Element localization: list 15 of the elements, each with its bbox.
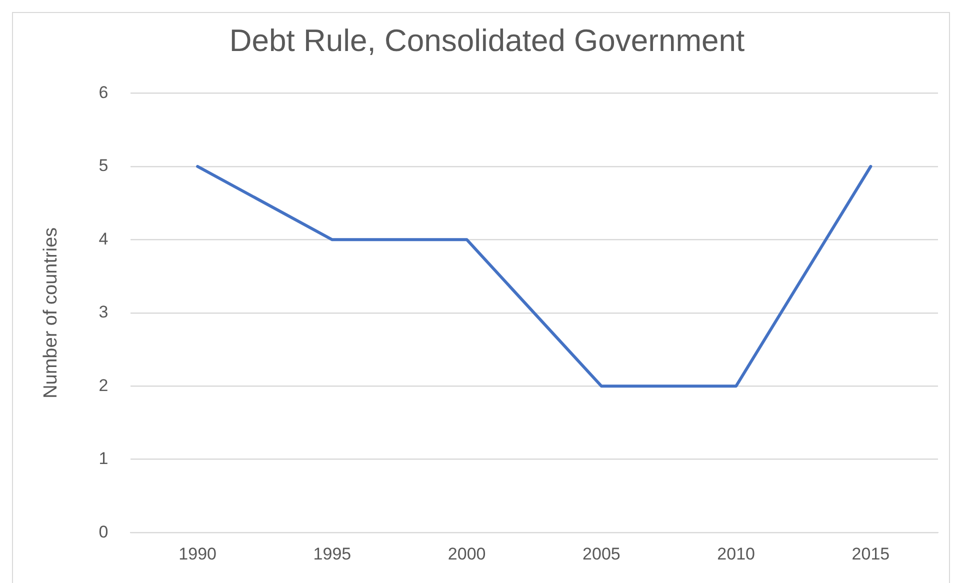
x-tick-label: 2015 [852, 544, 890, 564]
x-tick-label: 2010 [717, 544, 755, 564]
y-tick-label: 5 [98, 156, 108, 176]
y-tick-label: 3 [98, 302, 108, 322]
y-axis-title: Number of countries [40, 227, 62, 398]
y-tick-label: 1 [98, 449, 108, 468]
y-tick-label: 0 [98, 522, 108, 542]
y-tick-label: 2 [98, 376, 108, 395]
x-tick-label: 1995 [313, 544, 352, 564]
x-tick-label: 2005 [582, 544, 620, 564]
chart-title: Debt Rule, Consolidated Government [229, 23, 745, 58]
y-tick-label: 6 [98, 82, 108, 102]
x-tick-label: 1990 [178, 544, 216, 564]
y-tick-label: 4 [98, 229, 108, 248]
x-tick-label: 2000 [448, 544, 486, 564]
